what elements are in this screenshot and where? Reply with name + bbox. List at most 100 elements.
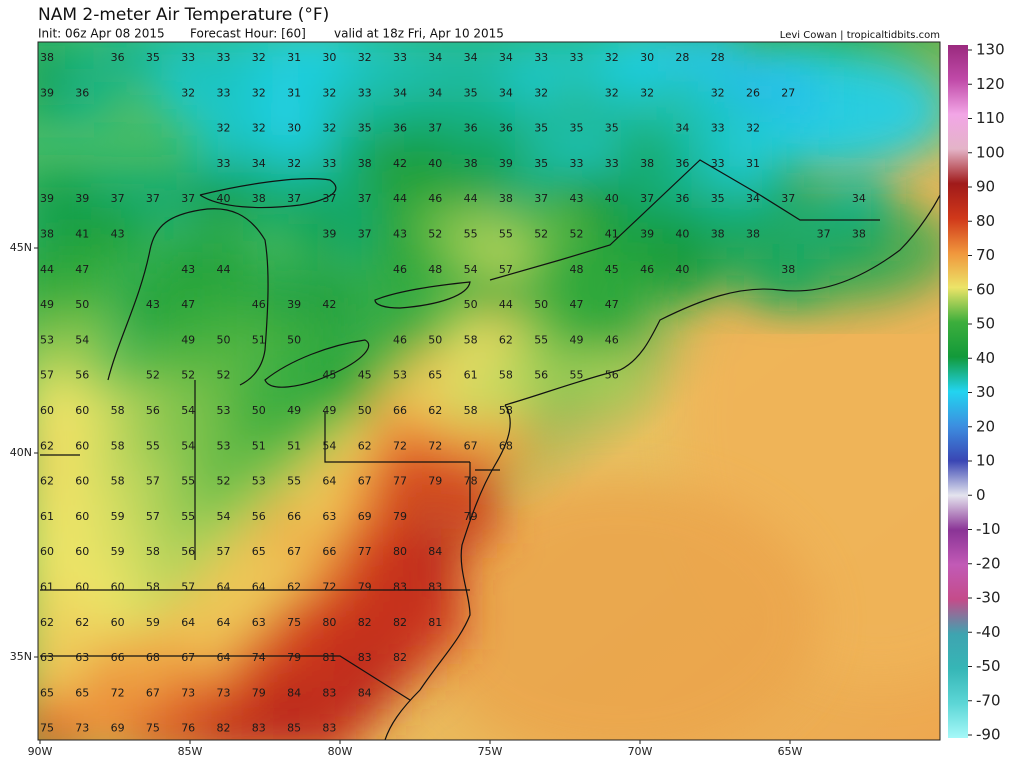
station-value: 34	[393, 86, 407, 99]
axes: 90W 85W 80W 75W 70W 65W 45N 40N 35N	[10, 241, 803, 758]
station-value: 43	[111, 228, 125, 241]
station-value: 53	[40, 333, 54, 346]
station-value: 45	[322, 369, 336, 382]
station-value: 34	[675, 122, 689, 135]
station-value: 38	[252, 192, 266, 205]
station-value: 32	[746, 122, 760, 135]
lake-ontario	[374, 281, 471, 309]
station-value: 56	[534, 369, 548, 382]
station-value: 62	[40, 439, 54, 452]
station-value: 38	[358, 157, 372, 170]
station-value: 36	[393, 122, 407, 135]
station-value: 38	[852, 228, 866, 241]
station-value: 44	[40, 263, 54, 276]
station-value: 38	[746, 228, 760, 241]
station-value: 26	[746, 86, 760, 99]
station-value: 82	[393, 651, 407, 664]
lake-erie	[264, 339, 370, 388]
station-value: 62	[75, 616, 89, 629]
station-value: 67	[181, 651, 195, 664]
colorbar-label: 30	[976, 383, 995, 401]
temperature-cell	[655, 243, 709, 297]
station-value: 51	[252, 333, 266, 346]
station-value: 39	[40, 192, 54, 205]
station-value: 64	[181, 616, 195, 629]
station-value: 32	[605, 86, 619, 99]
station-value: 72	[393, 439, 407, 452]
station-value: 64	[252, 581, 266, 594]
forecast-hour: Forecast Hour: [60]	[190, 27, 306, 41]
init-time: Init: 06z Apr 08 2015	[38, 27, 165, 41]
station-value: 38	[711, 228, 725, 241]
station-value: 47	[181, 298, 195, 311]
colorbar-label: 80	[976, 212, 995, 230]
station-value: 62	[358, 439, 372, 452]
station-value: 49	[322, 404, 336, 417]
station-value: 75	[40, 722, 54, 735]
station-value: 35	[534, 157, 548, 170]
station-value: 40	[675, 263, 689, 276]
station-value: 69	[111, 722, 125, 735]
station-value: 41	[605, 228, 619, 241]
station-value: 38	[499, 192, 513, 205]
station-value: 33	[534, 51, 548, 64]
station-value: 33	[711, 122, 725, 135]
station-value: 34	[252, 157, 266, 170]
station-value: 73	[217, 686, 231, 699]
station-value: 32	[287, 157, 301, 170]
station-value: 84	[287, 686, 301, 699]
station-value: 44	[464, 192, 478, 205]
station-value: 38	[464, 157, 478, 170]
station-value: 50	[464, 298, 478, 311]
map-frame	[37, 41, 941, 741]
station-value: 68	[146, 651, 160, 664]
station-value: 44	[393, 192, 407, 205]
station-value: 79	[252, 686, 266, 699]
station-value: 39	[640, 228, 654, 241]
station-value: 57	[40, 369, 54, 382]
station-value: 61	[40, 510, 54, 523]
colorbar-label: -50	[976, 657, 1001, 675]
station-value: 51	[252, 439, 266, 452]
station-value: 34	[499, 51, 513, 64]
station-value: 49	[40, 298, 54, 311]
station-value: 28	[711, 51, 725, 64]
temperature-field	[38, 42, 886, 740]
station-value: 62	[428, 404, 442, 417]
colorbar-label: -40	[976, 623, 1001, 641]
station-value: 39	[40, 86, 54, 99]
station-value: 32	[322, 86, 336, 99]
station-value: 62	[499, 333, 513, 346]
station-value: 82	[358, 616, 372, 629]
station-value: 67	[464, 439, 478, 452]
station-value: 83	[322, 722, 336, 735]
station-value: 74	[252, 651, 266, 664]
station-value: 50	[534, 298, 548, 311]
station-value: 32	[252, 122, 266, 135]
station-value: 37	[358, 228, 372, 241]
station-value: 34	[428, 86, 442, 99]
station-value: 55	[534, 333, 548, 346]
x-axis-label: 80W	[328, 745, 353, 758]
station-value: 49	[287, 404, 301, 417]
station-value: 32	[358, 51, 372, 64]
station-value: 60	[75, 404, 89, 417]
station-value: 58	[146, 545, 160, 558]
station-value: 35	[605, 122, 619, 135]
station-value: 66	[393, 404, 407, 417]
station-value: 52	[534, 228, 548, 241]
station-value: 50	[287, 333, 301, 346]
colorbar-label: 60	[976, 280, 995, 298]
station-value: 37	[111, 192, 125, 205]
station-value: 35	[464, 86, 478, 99]
station-value: 56	[181, 545, 195, 558]
station-value: 46	[393, 263, 407, 276]
station-value: 60	[111, 616, 125, 629]
station-value: 33	[217, 86, 231, 99]
station-value: 44	[499, 298, 513, 311]
station-value: 50	[428, 333, 442, 346]
station-value: 83	[393, 581, 407, 594]
station-value: 49	[570, 333, 584, 346]
station-value: 37	[287, 192, 301, 205]
colorbar-label: 110	[976, 109, 1005, 127]
